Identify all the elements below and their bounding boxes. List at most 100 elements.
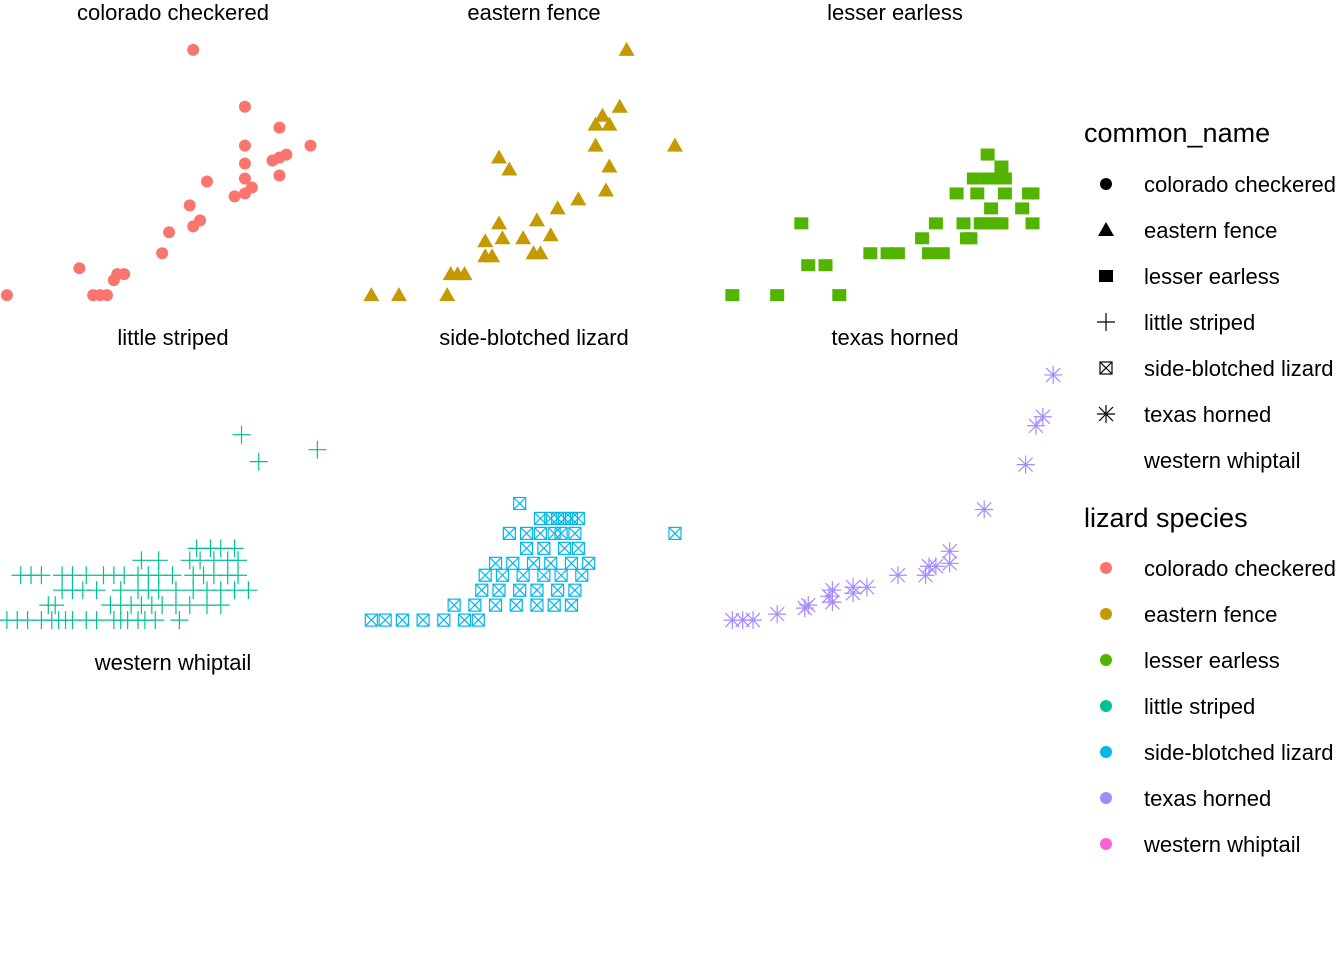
data-point [799,596,818,615]
shape-legend: common_name colorado checkered eastern fen… [1084,118,1336,473]
data-point [832,289,847,302]
data-point [526,556,541,570]
legend-key-label: texas horned [1144,402,1271,427]
facet-side-blotched-lizard: side-blotched lizard [364,325,682,627]
data-point [238,172,251,185]
facet-title: little striped [117,325,228,350]
data-point [956,217,971,230]
data-point [949,187,964,200]
data-point [187,43,200,56]
data-point [570,191,587,206]
data-point [1044,365,1063,384]
data-point [551,511,565,526]
data-point [794,217,809,230]
data-point [437,613,451,627]
data-point [87,611,106,630]
data-point [823,581,842,600]
data-point [239,581,258,600]
facet-title: side-blotched lizard [439,325,629,350]
data-point [997,172,1012,185]
facet-title: lesser earless [827,0,963,25]
legend-key-label: side-blotched lizard [1144,740,1334,765]
facet-title: eastern fence [467,0,600,25]
legend-key-texas-horned: texas horned [1100,786,1271,811]
legend-key-little-striped: little striped [1097,310,1255,335]
data-point [180,596,199,615]
legend-color-dot [1100,746,1112,758]
legend-color-dot [1100,654,1112,666]
legend-key-colorado-checkered: colorado checkered [1100,556,1336,581]
data-point [308,440,327,459]
data-point [364,613,378,627]
data-point [587,137,604,152]
data-point [1026,416,1045,435]
facet-title: colorado checkered [77,0,269,25]
legend-key-label: colorado checkered [1144,172,1336,197]
data-point [516,568,530,582]
data-point [118,268,131,281]
data-point [201,175,213,188]
data-point [509,598,523,612]
legend-key-label: eastern fence [1144,602,1277,627]
data-point [494,230,511,245]
data-point [519,541,534,555]
data-point [568,526,582,540]
legend-key-lesser-earless: lesser earless [1100,648,1280,673]
legend-key-label: western whiptail [1143,832,1301,857]
data-point [533,526,548,540]
data-point [980,148,995,161]
data-point [544,556,558,570]
data-point [594,107,611,122]
data-point [801,259,816,272]
shape-legend-title: common_name [1084,118,1270,148]
data-point [170,611,189,630]
data-point [601,158,618,173]
data-point [668,526,682,540]
data-point [554,526,568,540]
legend-key-eastern-fence: eastern fence [1100,602,1277,627]
data-point [984,202,999,215]
data-point [994,217,1009,230]
legend-key-symbol [1098,222,1114,236]
data-point [111,581,130,600]
legend-color-dot [1100,792,1112,804]
data-point [194,214,207,227]
data-point [530,598,544,612]
data-point [273,169,286,182]
legend-key-symbol [1099,270,1113,282]
data-point [977,217,992,230]
data-point [491,149,507,164]
data-point [768,605,787,624]
data-point [537,568,551,582]
data-point [940,542,959,561]
facet-eastern-fence: eastern fence [363,0,683,302]
data-point [582,556,596,570]
data-point [491,215,507,230]
color-legend: lizard species colorado checkered eastern … [1084,503,1336,857]
data-point [513,496,527,511]
facet-little-striped: little striped [0,325,327,630]
data-point [0,289,13,302]
legend-key-side-blotched-lizard: side-blotched lizard [1099,356,1334,381]
data-point [744,611,763,630]
data-point [928,217,943,230]
data-point [880,247,895,260]
data-point [501,161,518,176]
data-point [770,289,785,302]
data-point [77,566,96,585]
data-point [618,41,635,56]
facet-title: western whiptail [94,650,252,675]
data-point [975,500,994,519]
legend-color-dot [1100,562,1112,574]
data-point [245,181,258,194]
data-point [447,598,461,612]
data-point [997,187,1012,200]
data-point [926,557,945,576]
legend-key-label: western whiptail [1143,448,1301,473]
data-point [966,172,981,185]
data-point [547,526,561,540]
legend-key-symbol [1097,405,1115,423]
data-point [888,566,907,585]
data-point [506,556,520,570]
data-point [1016,455,1035,474]
